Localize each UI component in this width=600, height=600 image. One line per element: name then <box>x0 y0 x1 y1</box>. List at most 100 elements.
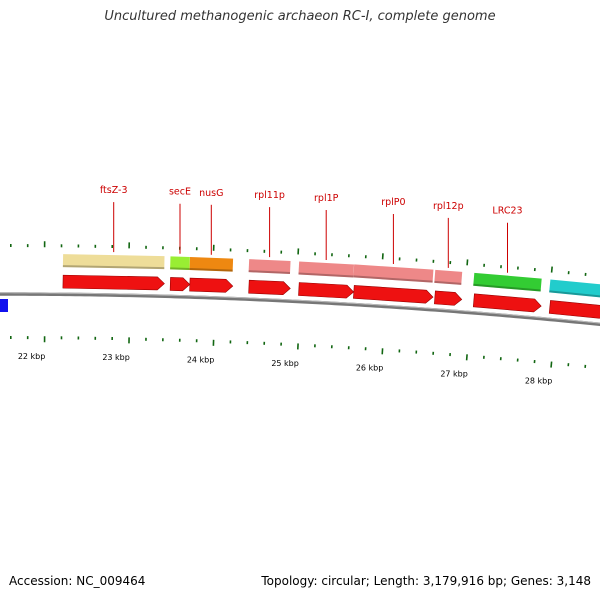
inner-tick <box>364 347 367 351</box>
outer-tick <box>483 263 486 267</box>
inner-tick <box>330 345 333 349</box>
kbp-scale-label: 27 kbp <box>440 369 468 378</box>
gene-label-rpl12p[interactable]: rpl12p <box>433 201 464 212</box>
inner-tick <box>398 349 401 353</box>
inner-tick <box>229 340 232 344</box>
inner-tick <box>516 358 519 362</box>
genome-backbone <box>0 292 600 327</box>
gene-label-rpl1p[interactable]: rpl1P <box>314 193 339 204</box>
gene-feature-rpl1p[interactable] <box>298 261 354 278</box>
inner-tick <box>43 336 46 343</box>
inner-tick <box>128 337 130 344</box>
outer-tick <box>331 253 333 257</box>
gene-label-ftsz-3[interactable]: ftsZ-3 <box>100 185 128 196</box>
inner-tick <box>314 344 316 348</box>
cds-arrow-unlabeled[interactable] <box>548 300 600 319</box>
gene-feature-rplp0[interactable] <box>353 264 434 283</box>
outer-tick <box>415 258 418 262</box>
inner-tick <box>111 336 113 341</box>
gene-label-rpl11p[interactable]: rpl11p <box>254 190 285 201</box>
inner-tick <box>280 342 282 346</box>
inner-tick <box>449 353 451 357</box>
inner-tick <box>482 355 485 359</box>
inner-tick <box>94 336 97 340</box>
inner-tick <box>347 346 350 350</box>
outer-tick <box>43 241 46 248</box>
inner-tick <box>263 341 266 345</box>
outer-tick <box>128 242 131 249</box>
kbp-scale-labels: 22 kbp 23 kbp 24 kbp 25 kbp 26 kbp 27 kbp 28 k… <box>18 352 553 385</box>
genome-summary-text: Topology: circular; Length: 3,179,916 bp… <box>261 574 591 588</box>
gene-label-track: ftsZ-3 secE nusG rpl11p rpl1P rplP0 rpl12p LRC2… <box>100 185 523 273</box>
gene-feature-ftsz-3[interactable] <box>62 254 165 270</box>
outer-tick <box>111 245 114 249</box>
inner-tick <box>178 338 181 342</box>
inner-tick <box>246 341 249 345</box>
outer-tick <box>212 244 215 251</box>
outer-tick <box>26 244 29 248</box>
gene-label-lrc23[interactable]: LRC23 <box>492 206 522 217</box>
inner-tick <box>145 337 147 341</box>
outer-tick <box>381 253 384 260</box>
inner-tick <box>415 350 418 354</box>
cds-arrow-rplp0[interactable] <box>353 285 434 304</box>
gene-feature-track <box>62 254 600 298</box>
outer-minor-ticks <box>9 241 587 276</box>
outer-tick <box>60 244 63 248</box>
genome-backbone-highlight <box>0 292 600 324</box>
outer-tick <box>466 259 469 266</box>
inner-tick <box>77 336 80 340</box>
outer-tick <box>550 266 553 273</box>
cds-arrow-sece[interactable] <box>169 277 191 292</box>
inner-tick <box>432 351 435 355</box>
inner-tick <box>212 339 215 346</box>
outer-tick <box>533 268 536 272</box>
outer-tick <box>398 257 401 261</box>
cds-arrow-lrc23[interactable] <box>472 293 542 313</box>
gene-label-sece[interactable]: secE <box>169 187 191 198</box>
accession-text: Accession: NC_009464 <box>9 574 146 588</box>
gene-label-rplp0[interactable]: rplP0 <box>381 197 405 208</box>
outer-tick <box>500 265 502 269</box>
outer-tick <box>9 244 12 248</box>
cds-arrow-nusg[interactable] <box>189 277 234 293</box>
gene-feature-rpl11p[interactable] <box>248 259 291 275</box>
inner-tick <box>499 357 502 361</box>
inner-tick <box>533 360 536 364</box>
inner-tick <box>9 336 12 340</box>
kbp-scale-label: 23 kbp <box>102 353 130 362</box>
inner-tick <box>381 348 384 355</box>
gene-label-nusg[interactable]: nusG <box>199 188 223 199</box>
inner-tick <box>26 336 29 340</box>
outer-tick <box>263 249 266 253</box>
gene-feature-unlabeled[interactable] <box>549 279 600 298</box>
outer-tick <box>297 248 300 255</box>
outer-tick <box>348 254 350 258</box>
kbp-scale-label: 24 kbp <box>187 355 215 364</box>
kbp-scale-label: 22 kbp <box>18 352 46 361</box>
outer-tick <box>280 250 283 254</box>
gene-feature-lrc23[interactable] <box>473 272 542 292</box>
outer-tick <box>584 272 587 276</box>
cds-arrow-rpl1p[interactable] <box>298 282 355 299</box>
inner-tick <box>465 354 468 361</box>
gene-feature-sece[interactable] <box>170 256 190 270</box>
gene-feature-nusg[interactable] <box>189 257 234 272</box>
outer-tick <box>432 259 435 263</box>
cds-arrow-track <box>62 274 600 319</box>
cds-arrow-ftsz-3[interactable] <box>62 274 165 291</box>
inner-tick <box>550 361 553 368</box>
outer-tick <box>162 246 164 250</box>
outer-tick <box>246 249 249 253</box>
inner-tick <box>296 343 299 350</box>
cds-arrow-rpl11p[interactable] <box>248 279 291 296</box>
kbp-scale-label: 28 kbp <box>525 376 553 385</box>
gene-feature-rpl12p[interactable] <box>434 269 463 285</box>
inner-tick <box>162 338 164 342</box>
inner-tick <box>60 336 63 340</box>
genome-title: Uncultured methanogenic archaeon RC-I, c… <box>104 9 496 24</box>
previous-feature-block[interactable] <box>0 299 8 312</box>
cds-arrow-rpl12p[interactable] <box>434 290 463 306</box>
